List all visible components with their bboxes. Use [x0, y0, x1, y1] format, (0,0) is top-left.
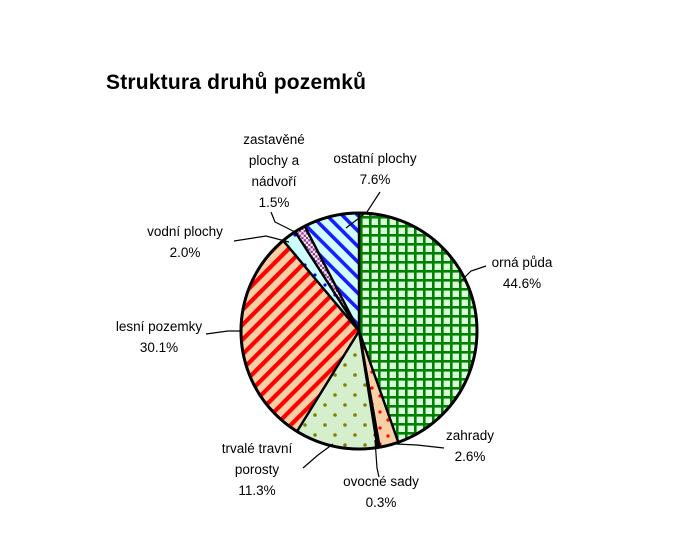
label-ostatni-plochy: ostatní plochy 7.6% — [333, 151, 417, 187]
leader-line-ostatni-plochy — [345, 191, 381, 229]
label-travni-porosty: trvalé travní porosty 11.3% — [221, 441, 293, 498]
leader-line-zahrady — [395, 443, 445, 449]
leader-line-zastavene-plochy — [270, 211, 298, 234]
label-zastavene-plochy: zastavěné plochy a nádvoří 1.5% — [243, 132, 305, 210]
label-orna-puda: orná půda 44.6% — [491, 255, 553, 291]
leader-line-lesni-pozemky — [205, 330, 242, 335]
leader-line-travni-porosty — [302, 443, 334, 469]
label-zahrady: zahrady 2.6% — [445, 428, 495, 464]
leader-line-vodni-plochy — [233, 235, 290, 243]
label-vodni-plochy: vodní plochy 2.0% — [147, 224, 223, 260]
leader-line-ovocne-sady — [374, 439, 380, 478]
label-lesni-pozemky: lesní pozemky 30.1% — [115, 319, 203, 355]
leader-line-orna-puda — [458, 265, 487, 284]
label-ovocne-sady: ovocné sady 0.3% — [343, 474, 419, 510]
chart-title: Struktura druhů pozemků — [106, 71, 367, 94]
